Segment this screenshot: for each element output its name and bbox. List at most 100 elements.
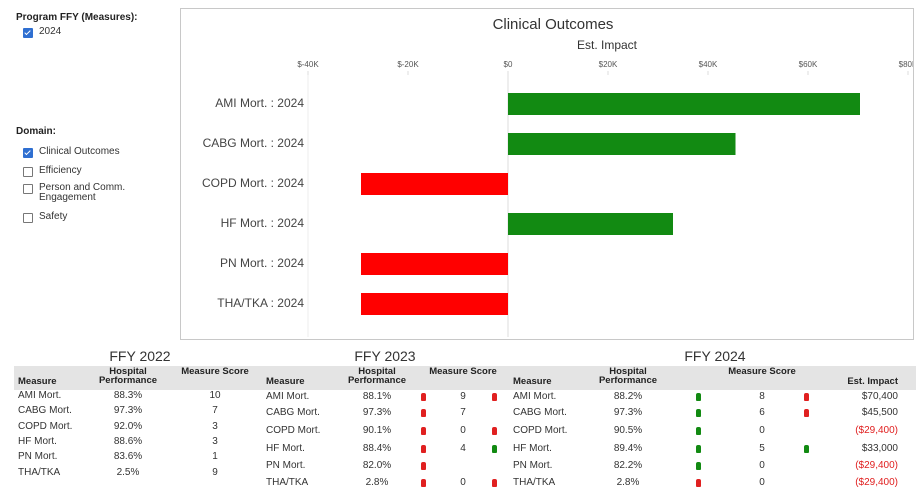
checkbox[interactable] (23, 148, 33, 158)
table-cell: HF Mort. (266, 443, 305, 454)
checkbox[interactable] (23, 184, 33, 194)
checkbox[interactable] (23, 213, 33, 223)
table-cell: 82.0% (362, 460, 392, 471)
status-icon (421, 427, 426, 435)
table-cell: 7 (212, 405, 218, 416)
table-title: FFY 2023 (354, 348, 416, 364)
table-cell: THA/TKA (513, 477, 556, 488)
table-title: FFY 2022 (109, 348, 171, 364)
table-cell: 88.3% (113, 390, 143, 401)
table-cell: CABG Mort. (513, 407, 567, 418)
status-icon (696, 462, 701, 470)
column-header: Hospital Performance (598, 366, 658, 386)
checkbox-label[interactable]: Efficiency (39, 165, 82, 176)
x-tick-label: $-40K (297, 60, 319, 69)
status-icon (421, 462, 426, 470)
table-cell: COPD Mort. (18, 421, 73, 432)
table-cell: 97.3% (613, 407, 643, 418)
y-tick-label: THA/TKA : 2024 (217, 296, 304, 310)
checkbox[interactable] (23, 28, 33, 38)
table-cell: AMI Mort. (266, 391, 310, 402)
table-cell: 88.1% (362, 391, 392, 402)
table-cell: ($29,400) (855, 477, 898, 488)
x-tick-label: $-20K (397, 60, 419, 69)
x-tick-label: $20K (599, 60, 618, 69)
table-cell: 9 (460, 391, 466, 402)
column-header: Measure Score (429, 366, 497, 377)
checkbox-label[interactable]: Clinical Outcomes (39, 146, 120, 157)
x-axis-label: Est. Impact (577, 38, 638, 52)
checkbox-label[interactable]: Safety (39, 211, 68, 222)
table-cell: 2.8% (616, 477, 640, 488)
y-tick-label: PN Mort. : 2024 (220, 256, 304, 270)
bar (361, 253, 508, 275)
table-title: FFY 2024 (684, 348, 746, 364)
table-cell: $70,400 (861, 391, 898, 402)
table-cell: 82.2% (613, 460, 643, 471)
status-icon (696, 393, 701, 401)
table-cell: 2.8% (365, 477, 389, 488)
table-cell: 0 (759, 477, 765, 488)
checkbox[interactable] (23, 167, 33, 177)
bar (361, 173, 508, 195)
filter-title: Program FFY (Measures): (16, 12, 138, 23)
table-cell: AMI Mort. (513, 391, 557, 402)
column-header: Hospital Performance (347, 366, 407, 386)
table-cell: 88.6% (113, 436, 143, 447)
table-cell: 90.5% (613, 425, 643, 436)
table-cell: 97.3% (362, 407, 392, 418)
header-band (14, 366, 916, 390)
status-icon (696, 445, 701, 453)
status-icon (696, 479, 701, 487)
x-tick-label: $80K (899, 60, 914, 69)
table-cell: 92.0% (113, 421, 143, 432)
checkbox-label[interactable]: 2024 (39, 26, 62, 37)
table-cell: THA/TKA (18, 467, 61, 478)
table-cell: 5 (759, 443, 765, 454)
status-icon (492, 393, 497, 401)
table-cell: 90.1% (362, 425, 392, 436)
table-cell: 3 (212, 436, 218, 447)
table-cell: 9 (212, 467, 218, 478)
table-cell: PN Mort. (18, 451, 58, 462)
table-cell: CABG Mort. (266, 407, 320, 418)
table-cell: 8 (759, 391, 765, 402)
column-header: Est. Impact (847, 376, 898, 387)
column-header: Measure Score (181, 366, 249, 377)
table-cell: 2.5% (116, 467, 140, 478)
x-tick-label: $40K (699, 60, 718, 69)
filter-title: Domain: (16, 126, 56, 137)
chart-panel: Clinical Outcomes Est. Impact $-40K $-20K… (180, 8, 914, 340)
status-icon (421, 393, 426, 401)
table-cell: 89.4% (613, 443, 643, 454)
bar (508, 93, 860, 115)
status-icon (696, 409, 701, 417)
column-header: Measure Score (728, 366, 796, 377)
chart-body: Clinical Outcomes Est. Impact $-40K $-20K… (202, 16, 914, 337)
table-cell: 83.6% (113, 451, 143, 462)
status-icon (492, 479, 497, 487)
y-tick-label: CABG Mort. : 2024 (203, 136, 305, 150)
column-header: Measure (266, 376, 305, 387)
table-cell: 0 (759, 460, 765, 471)
table-cell: 97.3% (113, 405, 143, 416)
bar (508, 133, 736, 155)
table-cell: 88.2% (613, 391, 643, 402)
status-icon (492, 445, 497, 453)
table-cell: HF Mort. (18, 436, 57, 447)
table-cell: 7 (460, 407, 466, 418)
table-cell: 3 (212, 421, 218, 432)
table-cell: ($29,400) (855, 460, 898, 471)
table-cell: $45,500 (861, 407, 898, 418)
y-tick-label: COPD Mort. : 2024 (202, 176, 304, 190)
status-icon (421, 479, 426, 487)
table-cell: HF Mort. (513, 443, 552, 454)
checkbox-label[interactable]: Person and Comm. Engagement (39, 182, 126, 203)
table-cell: 88.4% (362, 443, 392, 454)
bar (361, 293, 508, 315)
chart-title: Clinical Outcomes (493, 16, 614, 33)
chart: Clinical Outcomes Est. Impact $-40K $-20K… (202, 16, 914, 337)
status-icon (421, 445, 426, 453)
status-icon (421, 409, 426, 417)
table-cell: 10 (209, 390, 221, 401)
